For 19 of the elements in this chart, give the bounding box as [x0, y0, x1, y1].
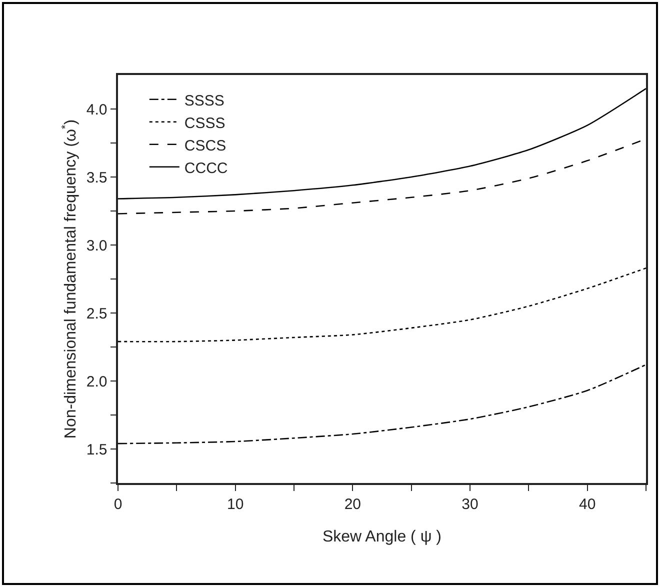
- line-series: [118, 364, 646, 444]
- legend-label: CSSS: [184, 114, 226, 132]
- line-series: [118, 267, 646, 342]
- x-axis-title: Skew Angle ( ψ ): [322, 528, 442, 546]
- x-tick-label: 30: [462, 496, 478, 513]
- legend-label: SSSS: [184, 92, 224, 110]
- line-series: [118, 88, 646, 200]
- x-tick-label: 20: [344, 496, 362, 513]
- x-tick-label: 0: [114, 496, 122, 513]
- y-tick-label: 2.5: [86, 305, 108, 322]
- x-tick-label: 10: [226, 496, 244, 513]
- y-tick-label: 1.5: [86, 441, 108, 458]
- y-tick-label: 4.0: [86, 101, 108, 118]
- y-tick-label: 3.0: [86, 237, 108, 254]
- legend-label: CCCC: [184, 160, 228, 177]
- y-tick-label: 2.0: [86, 373, 108, 390]
- legend-label: CSCS: [184, 137, 226, 154]
- y-tick-label: 3.5: [86, 169, 108, 186]
- x-tick-label: 40: [578, 496, 596, 513]
